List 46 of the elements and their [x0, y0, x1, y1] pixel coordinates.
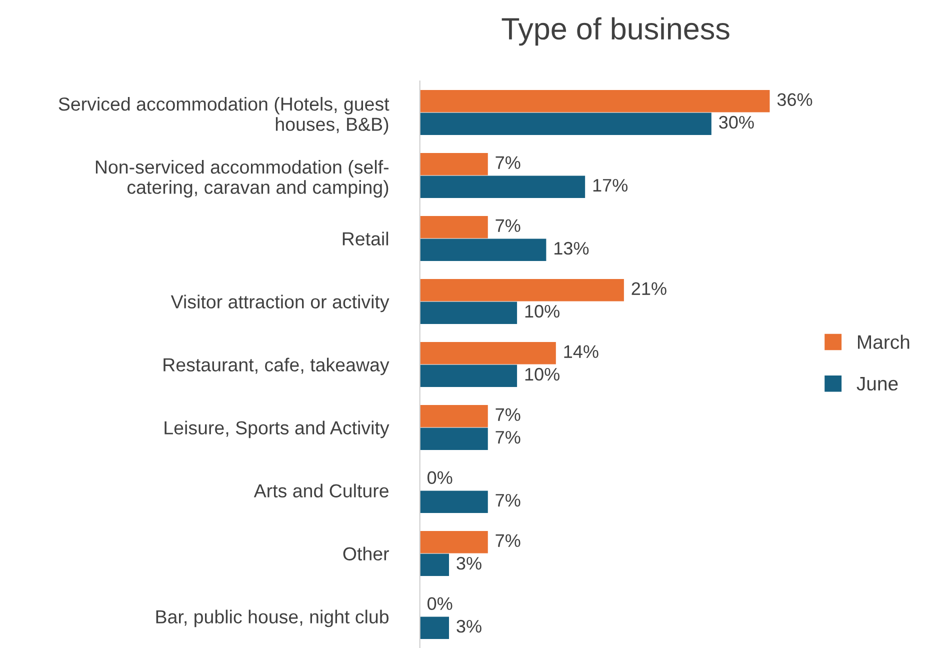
data-label: 7% [496, 219, 520, 232]
y-tick-label: Bar, public house, night club [156, 610, 389, 628]
bar [420, 153, 488, 176]
data-label: 7% [496, 430, 520, 444]
y-tick-label: Visitor attraction or activity [170, 294, 390, 312]
data-label: 36% [777, 93, 812, 106]
data-label: 17% [593, 178, 628, 192]
data-label: 13% [554, 242, 589, 255]
y-tick-label: Non-serviced accommodation (self- catering, caravan and camping) [96, 160, 388, 198]
bar [420, 112, 712, 135]
data-label: 0% [428, 471, 452, 484]
bar [420, 279, 624, 302]
bar [420, 90, 770, 112]
bar [420, 490, 488, 513]
bar [420, 176, 586, 198]
y-tick-label: Leisure, Sports and Activity [164, 420, 390, 438]
data-label: 21% [632, 282, 666, 295]
bar [420, 428, 488, 450]
chart-title: Type of business [502, 17, 730, 46]
data-label: 7% [496, 408, 520, 421]
y-tick-label: Restaurant, cafe, takeaway [164, 358, 390, 376]
legend-label: June [856, 376, 898, 391]
data-label: 3% [456, 620, 482, 633]
y-tick-label: Serviced accommodation (Hotels, guest houses, B&B) [58, 96, 390, 135]
y-tick-label: Retail [342, 232, 388, 246]
bar [420, 342, 556, 364]
bar [420, 216, 488, 238]
data-label: 14% [564, 345, 598, 358]
bar [420, 531, 488, 554]
data-label: 3% [456, 556, 482, 570]
data-label: 7% [496, 494, 520, 507]
legend-label: March [858, 334, 910, 349]
data-label: 7% [496, 156, 520, 169]
y-tick-label: Arts and Culture [254, 484, 388, 498]
bar [420, 554, 450, 576]
y-tick-label: Other [343, 546, 389, 560]
data-label: 7% [496, 534, 520, 547]
bar [420, 616, 450, 639]
bar [420, 364, 518, 387]
data-label: 0% [428, 597, 452, 610]
data-label: 30% [719, 116, 754, 129]
data-label: 10% [525, 304, 560, 318]
data-label: 10% [525, 368, 560, 381]
bar [420, 405, 488, 428]
bar [420, 302, 518, 324]
bar [420, 238, 546, 261]
